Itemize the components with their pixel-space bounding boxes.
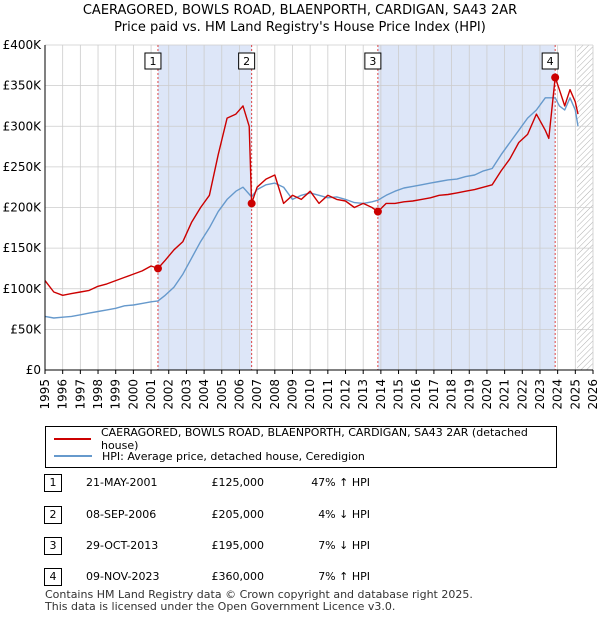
transaction-hpi: 7% ↑ HPI — [318, 570, 370, 583]
transaction-hpi: 47% ↑ HPI — [311, 476, 370, 489]
x-tick-label: 2011 — [321, 379, 335, 410]
x-tick-label: 2017 — [427, 379, 441, 410]
transaction-number: 1 — [44, 474, 62, 492]
transaction-price: £125,000 — [211, 476, 265, 489]
x-tick-label: 2018 — [445, 379, 459, 410]
y-tick-label: £0 — [26, 363, 41, 377]
y-tick-label: £150K — [3, 241, 43, 255]
transaction-label-box — [144, 52, 162, 70]
y-tick-label: £200K — [3, 201, 43, 215]
x-tick-label: 2002 — [162, 379, 176, 410]
legend-item-hpi: HPI: Average price, detached house, Cere… — [54, 448, 365, 464]
transaction-label: 4 — [547, 55, 554, 68]
y-tick-label: £250K — [3, 160, 43, 174]
transaction-label-box — [541, 52, 559, 70]
x-tick-label: 2019 — [462, 379, 476, 410]
x-tick-label: 1995 — [38, 379, 52, 410]
attribution-line-2: This data is licensed under the Open Gov… — [45, 600, 396, 613]
attribution-line-1: Contains HM Land Registry data © Crown c… — [45, 588, 473, 601]
property-price-line — [44, 76, 579, 296]
sale-point — [247, 199, 256, 208]
x-tick-label: 2009 — [285, 379, 299, 410]
x-tick-label: 2007 — [250, 379, 264, 410]
table-row: 3 29-OCT-2013 £195,000 7% ↓ HPI — [0, 537, 600, 555]
x-tick-label: 2014 — [374, 379, 388, 410]
x-tick-label: 2026 — [586, 379, 600, 410]
x-tick-label: 2004 — [197, 379, 211, 410]
transaction-number: 3 — [44, 537, 62, 555]
y-tick-label: £400K — [3, 38, 43, 52]
transaction-price: £195,000 — [211, 539, 265, 552]
price-chart: 1 2 3 4 £0 £50K £100K £150K £200K £250K £300K £350K… — [3, 38, 600, 410]
x-tick-label: 2025 — [568, 379, 582, 410]
y-tick-label: £350K — [3, 79, 43, 93]
legend-label-hpi: HPI: Average price, detached house, Cere… — [102, 449, 365, 463]
y-tick-label: £100K — [3, 282, 43, 296]
x-tick-label: 2021 — [498, 379, 512, 410]
transaction-hpi: 4% ↓ HPI — [318, 508, 370, 521]
legend-swatch-hpi — [54, 455, 92, 457]
transaction-label-box — [238, 52, 256, 70]
x-tick-label: 1996 — [56, 379, 70, 410]
transaction-price: £360,000 — [211, 570, 265, 583]
transaction-label-box — [364, 52, 382, 70]
attribution: Contains HM Land Registry data © Crown c… — [45, 589, 473, 613]
y-tick-label: £300K — [3, 119, 43, 133]
transaction-label: 3 — [369, 55, 376, 68]
x-tick-label: 2001 — [144, 379, 158, 410]
x-tick-label: 2005 — [215, 379, 229, 410]
x-tick-label: 2013 — [356, 379, 370, 410]
transaction-date: 09-NOV-2023 — [86, 570, 160, 583]
sale-point — [153, 264, 162, 273]
x-tick-label: 2003 — [179, 379, 193, 410]
x-tick-label: 1998 — [91, 379, 105, 410]
chart-title: CAERAGORED, BOWLS ROAD, BLAENPORTH, CARD… — [82, 3, 518, 18]
transaction-date: 21-MAY-2001 — [86, 476, 158, 489]
transaction-number: 4 — [44, 568, 62, 586]
legend-label-property: CAERAGORED, BOWLS ROAD, BLAENPORTH, CARD… — [100, 426, 528, 452]
x-tick-label: 2008 — [268, 379, 282, 410]
table-row: 2 08-SEP-2006 £205,000 4% ↓ HPI — [0, 506, 600, 524]
x-tick-label: 2023 — [533, 379, 547, 410]
y-tick-label: £50K — [10, 322, 42, 336]
legend-swatch-property — [54, 438, 91, 440]
x-tick-label: 1999 — [109, 379, 123, 410]
x-tick-label: 2016 — [409, 379, 423, 410]
transaction-date: 08-SEP-2006 — [86, 508, 157, 521]
transaction-date: 29-OCT-2013 — [86, 539, 159, 552]
x-tick-label: 2000 — [126, 379, 140, 410]
hpi-line — [44, 97, 579, 319]
transaction-number: 2 — [44, 506, 62, 524]
x-tick-label: 2012 — [339, 379, 353, 410]
sale-point — [551, 73, 560, 82]
x-tick-label: 2006 — [232, 379, 246, 410]
transaction-label: 1 — [149, 55, 156, 68]
chart-subtitle: Price paid vs. HM Land Registry's House … — [114, 20, 486, 35]
x-tick-label: 2010 — [303, 379, 317, 410]
table-row: 4 09-NOV-2023 £360,000 7% ↑ HPI — [0, 568, 600, 586]
x-tick-label: 1997 — [73, 379, 87, 410]
x-tick-label: 2015 — [392, 379, 406, 410]
transaction-hpi: 7% ↓ HPI — [318, 539, 370, 552]
legend-item-property: CAERAGORED, BOWLS ROAD, BLAENPORTH, CARD… — [54, 426, 556, 452]
transaction-label: 2 — [243, 55, 250, 68]
x-tick-label: 2024 — [551, 379, 565, 410]
sale-point — [373, 207, 382, 216]
x-tick-label: 2020 — [480, 379, 494, 410]
table-row: 1 21-MAY-2001 £125,000 47% ↑ HPI — [0, 474, 600, 492]
transaction-price: £205,000 — [211, 508, 265, 521]
x-tick-label: 2022 — [515, 379, 529, 410]
chart-legend: CAERAGORED, BOWLS ROAD, BLAENPORTH, CARD… — [45, 426, 557, 468]
